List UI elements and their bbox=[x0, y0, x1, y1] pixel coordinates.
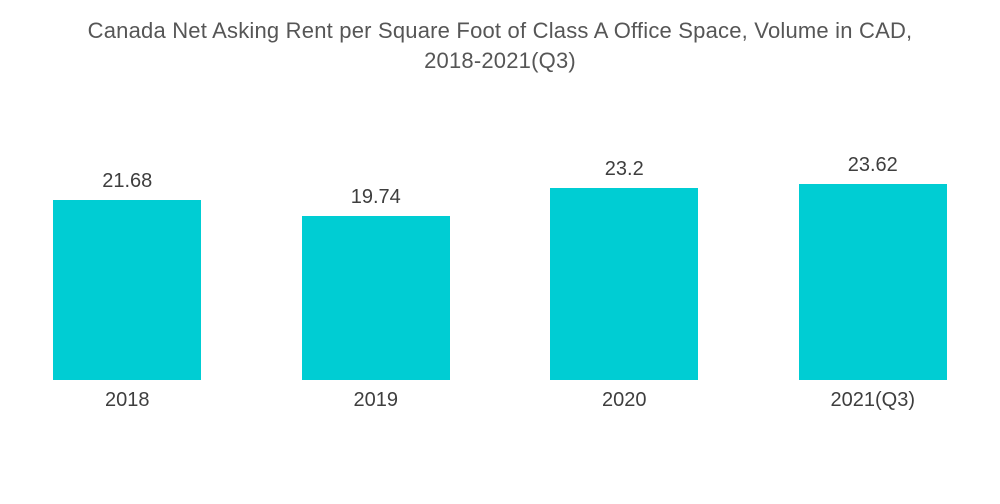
bar-group-2019: 19.74 2019 bbox=[252, 152, 501, 412]
bar-2018 bbox=[53, 200, 202, 380]
bar-group-2020: 23.2 2020 bbox=[500, 152, 749, 412]
x-axis-label: 2020 bbox=[602, 389, 647, 411]
bar-value-label: 21.68 bbox=[102, 170, 153, 193]
x-axis-label: 2021(Q3) bbox=[830, 389, 916, 411]
bar-2019 bbox=[301, 216, 450, 380]
bar-value-label: 23.2 bbox=[604, 157, 644, 180]
x-axis-label: 2018 bbox=[105, 389, 150, 411]
chart-title: Canada Net Asking Rent per Square Foot o… bbox=[0, 0, 1000, 76]
bar-value-label: 23.62 bbox=[847, 154, 898, 176]
bar-2020 bbox=[550, 187, 699, 380]
bar-group-2018: 21.68 2018 bbox=[3, 152, 252, 412]
chart-title-line-2: 2018-2021(Q3) bbox=[424, 48, 576, 73]
bar-chart-plot-area: 21.68 2018 19.74 2019 23.2 2020 23.62 2021(Q3) bbox=[0, 152, 1000, 412]
bar-2021(Q3) bbox=[798, 184, 947, 380]
bar-value-label: 19.74 bbox=[350, 186, 401, 209]
x-axis-label: 2019 bbox=[353, 389, 399, 411]
bar-group-2021(Q3): 23.62 2021(Q3) bbox=[749, 152, 998, 412]
chart-title-line-1: Canada Net Asking Rent per Square Foot o… bbox=[87, 18, 913, 43]
